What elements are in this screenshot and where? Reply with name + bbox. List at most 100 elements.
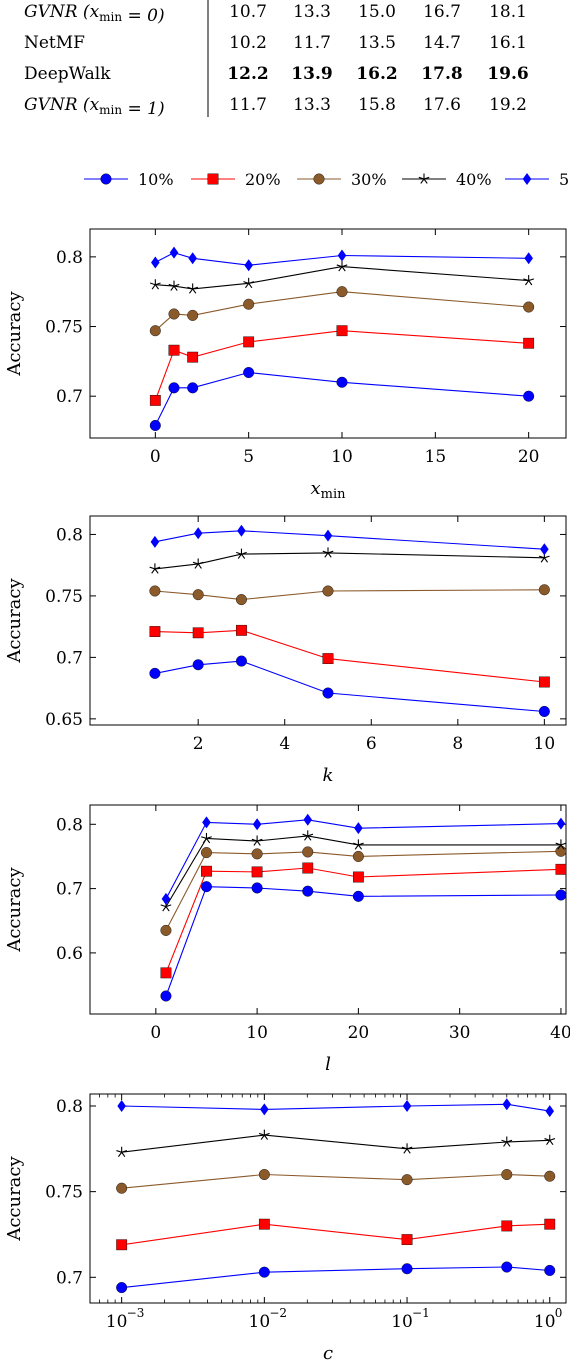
data-point (555, 863, 567, 875)
series-line (121, 1134, 550, 1153)
data-point (502, 1098, 512, 1111)
series-line (165, 850, 561, 931)
series-line (121, 1266, 550, 1289)
data-point (555, 889, 567, 901)
data-point (160, 924, 172, 936)
data-point (401, 1174, 413, 1186)
x-axis-label: xmin (310, 478, 346, 502)
table-row: GVNR (xmin = 0) 10.7 13.3 15.0 16.7 18.1 (24, 2, 527, 26)
data-point (501, 1261, 513, 1273)
series-line (165, 886, 561, 997)
data-point (192, 558, 204, 569)
data-point (303, 813, 313, 826)
y-tick-label: 0.7 (56, 648, 83, 668)
data-point (201, 832, 212, 844)
data-point (302, 830, 314, 841)
series-line (154, 552, 545, 570)
legend-entry: 50% (505, 170, 570, 189)
data-point (201, 865, 212, 877)
series-line (121, 1103, 550, 1112)
x-tick-label: 10 (534, 1312, 556, 1332)
x-tick-label: 6 (366, 734, 377, 754)
y-tick-label: 0.65 (45, 710, 83, 730)
x-tick-label: 40 (550, 1023, 570, 1043)
data-point (337, 249, 347, 262)
data-point (200, 847, 212, 859)
data-point (243, 298, 255, 310)
legend-marker (207, 173, 219, 185)
series-line (121, 1223, 550, 1246)
legend-entry: 10% (84, 170, 174, 189)
legend-label: 50% (559, 170, 570, 189)
x-tick-label: 10 (249, 1312, 271, 1332)
data-point (236, 548, 247, 559)
data-point (187, 351, 199, 363)
data-point (235, 594, 247, 606)
data-point (116, 1146, 128, 1158)
series-20pct (149, 325, 535, 406)
x-tick-label: 4 (279, 734, 290, 754)
data-point (149, 394, 161, 406)
data-point (168, 308, 180, 320)
results-table: GVNR (xmin = 0) 10.7 13.3 15.0 16.7 18.1 NetMF… (24, 0, 529, 119)
method-name: GVNR (xmin = 0) (24, 2, 165, 26)
x-tick-label: 10 (391, 1312, 413, 1332)
data-point (322, 653, 334, 665)
data-point (544, 1170, 556, 1182)
y-tick-label: 0.75 (45, 318, 83, 338)
series-line (121, 1173, 550, 1189)
data-point (149, 563, 161, 574)
x-tick-exponent: −3 (127, 1306, 145, 1320)
table-cell: 11.7 (293, 33, 331, 53)
data-point (168, 280, 180, 291)
x-tick-label: 20 (348, 1023, 370, 1043)
data-point (237, 524, 246, 537)
x-tick-label: 8 (452, 734, 463, 754)
table-cell: 18.1 (489, 2, 527, 22)
series-line (155, 266, 529, 290)
table-cell: 13.3 (293, 95, 331, 115)
data-point (169, 246, 179, 259)
x-axis-label: l (325, 1054, 331, 1075)
data-point (258, 1218, 270, 1230)
data-point (258, 1129, 270, 1140)
x-tick-label: 15 (425, 447, 447, 467)
data-point (538, 676, 550, 688)
x-tick-exponent: 0 (555, 1306, 563, 1320)
data-point (523, 275, 535, 286)
series-10pct (149, 655, 550, 717)
series-50pct (117, 1098, 555, 1118)
series-30pct (149, 584, 550, 606)
data-point (187, 382, 199, 394)
data-point (352, 871, 364, 883)
data-point (252, 818, 262, 831)
table-cell: 13.5 (358, 33, 396, 53)
table-cell: 12.2 (227, 64, 268, 84)
data-point (235, 655, 247, 667)
table-cell: 10.2 (229, 33, 267, 53)
y-axis-label: Accuracy (4, 578, 25, 664)
x-tick-label: 0 (150, 1023, 161, 1043)
series-10pct (116, 1261, 556, 1294)
series-50pct (161, 813, 566, 905)
data-point (260, 1103, 269, 1116)
y-tick-label: 0.75 (45, 587, 83, 607)
data-point (322, 585, 334, 597)
series-10pct (160, 881, 567, 1002)
series-line (154, 530, 545, 550)
table-cell: 16.2 (356, 64, 397, 84)
data-point (401, 1143, 413, 1154)
data-point (336, 261, 348, 272)
x-tick-label: 0 (150, 447, 161, 467)
data-point (401, 1263, 413, 1275)
data-point (556, 817, 566, 830)
y-tick-label: 0.75 (45, 1183, 83, 1203)
series-line (154, 371, 529, 426)
series-20pct (149, 624, 550, 688)
data-point (302, 862, 314, 874)
data-point (149, 279, 161, 290)
data-point (117, 1099, 126, 1112)
data-point (150, 535, 160, 548)
